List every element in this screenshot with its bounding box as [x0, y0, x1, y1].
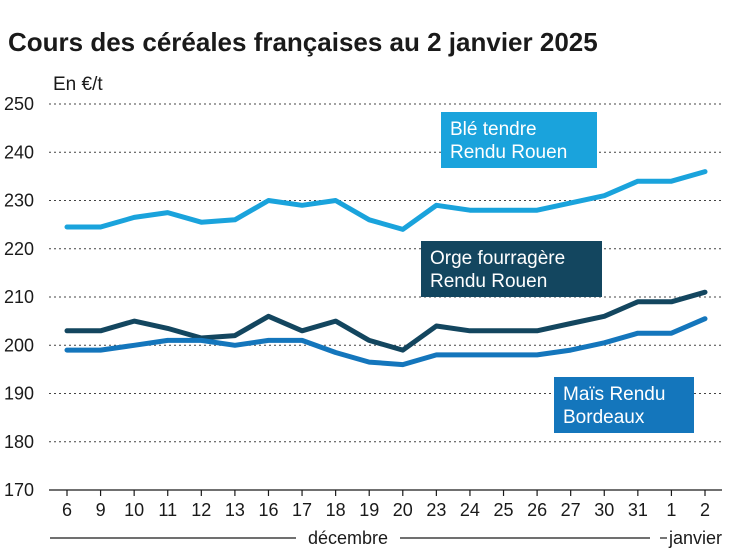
- chart-title: Cours des céréales françaises au 2 janvi…: [8, 27, 598, 57]
- x-tick-label: 19: [359, 500, 379, 520]
- legend-label: Rendu Rouen: [450, 142, 567, 163]
- legend-label: Blé tendre: [450, 119, 537, 140]
- x-tick-label: 30: [594, 500, 614, 520]
- x-tick-label: 13: [225, 500, 245, 520]
- x-tick-label: 12: [191, 500, 211, 520]
- x-tick-label: 24: [460, 500, 480, 520]
- y-axis-unit-label: En €/t: [53, 74, 103, 95]
- legend-label: Rendu Rouen: [430, 271, 547, 292]
- x-tick-label: 17: [292, 500, 312, 520]
- x-axis-tick-labels: 6 9 10 11 12 13 16 17 18 19 20 23 24 25 26 27 30 31 1 2: [62, 490, 710, 520]
- x-tick-label: 23: [426, 500, 446, 520]
- legend-label: Maïs Rendu: [563, 384, 665, 405]
- series-line-0: [64, 169, 708, 232]
- series-line-2: [64, 316, 708, 368]
- legend-box: [421, 241, 602, 297]
- y-tick-label: 240: [4, 142, 34, 162]
- x-tick-label: 1: [666, 500, 676, 520]
- legend-box: [554, 377, 694, 433]
- x-tick-label: 20: [393, 500, 413, 520]
- y-tick-label: 250: [4, 94, 34, 114]
- x-tick-label: 2: [700, 500, 710, 520]
- legend-label: Orge fourragère: [430, 248, 565, 269]
- y-tick-label: 180: [4, 432, 34, 452]
- x-tick-label: 11: [158, 500, 177, 520]
- x-tick-label: 10: [124, 500, 144, 520]
- x-tick-label: 27: [561, 500, 581, 520]
- series-lines: [64, 169, 708, 368]
- x-tick-label: 26: [527, 500, 547, 520]
- legend-box: [441, 112, 597, 168]
- x-tick-label: 6: [62, 500, 72, 520]
- y-tick-label: 230: [4, 191, 34, 211]
- x-tick-label: 9: [96, 500, 106, 520]
- y-tick-label: 210: [4, 287, 34, 307]
- x-tick-label: 18: [326, 500, 346, 520]
- y-tick-label: 220: [4, 239, 34, 259]
- month-label-december: décembre: [308, 528, 388, 548]
- y-axis-tick-labels: 170 180 190 200 210 220 230 240 250: [4, 94, 34, 500]
- x-tick-label: 16: [258, 500, 278, 520]
- series-line-1: [64, 289, 708, 353]
- month-axis: décembre janvier: [50, 528, 722, 548]
- month-label-january: janvier: [668, 528, 722, 548]
- x-tick-label: 25: [494, 500, 514, 520]
- y-tick-label: 170: [4, 480, 34, 500]
- legend-label: Bordeaux: [563, 407, 645, 428]
- y-tick-label: 190: [4, 384, 34, 404]
- x-tick-label: 31: [628, 500, 648, 520]
- y-tick-label: 200: [4, 335, 34, 355]
